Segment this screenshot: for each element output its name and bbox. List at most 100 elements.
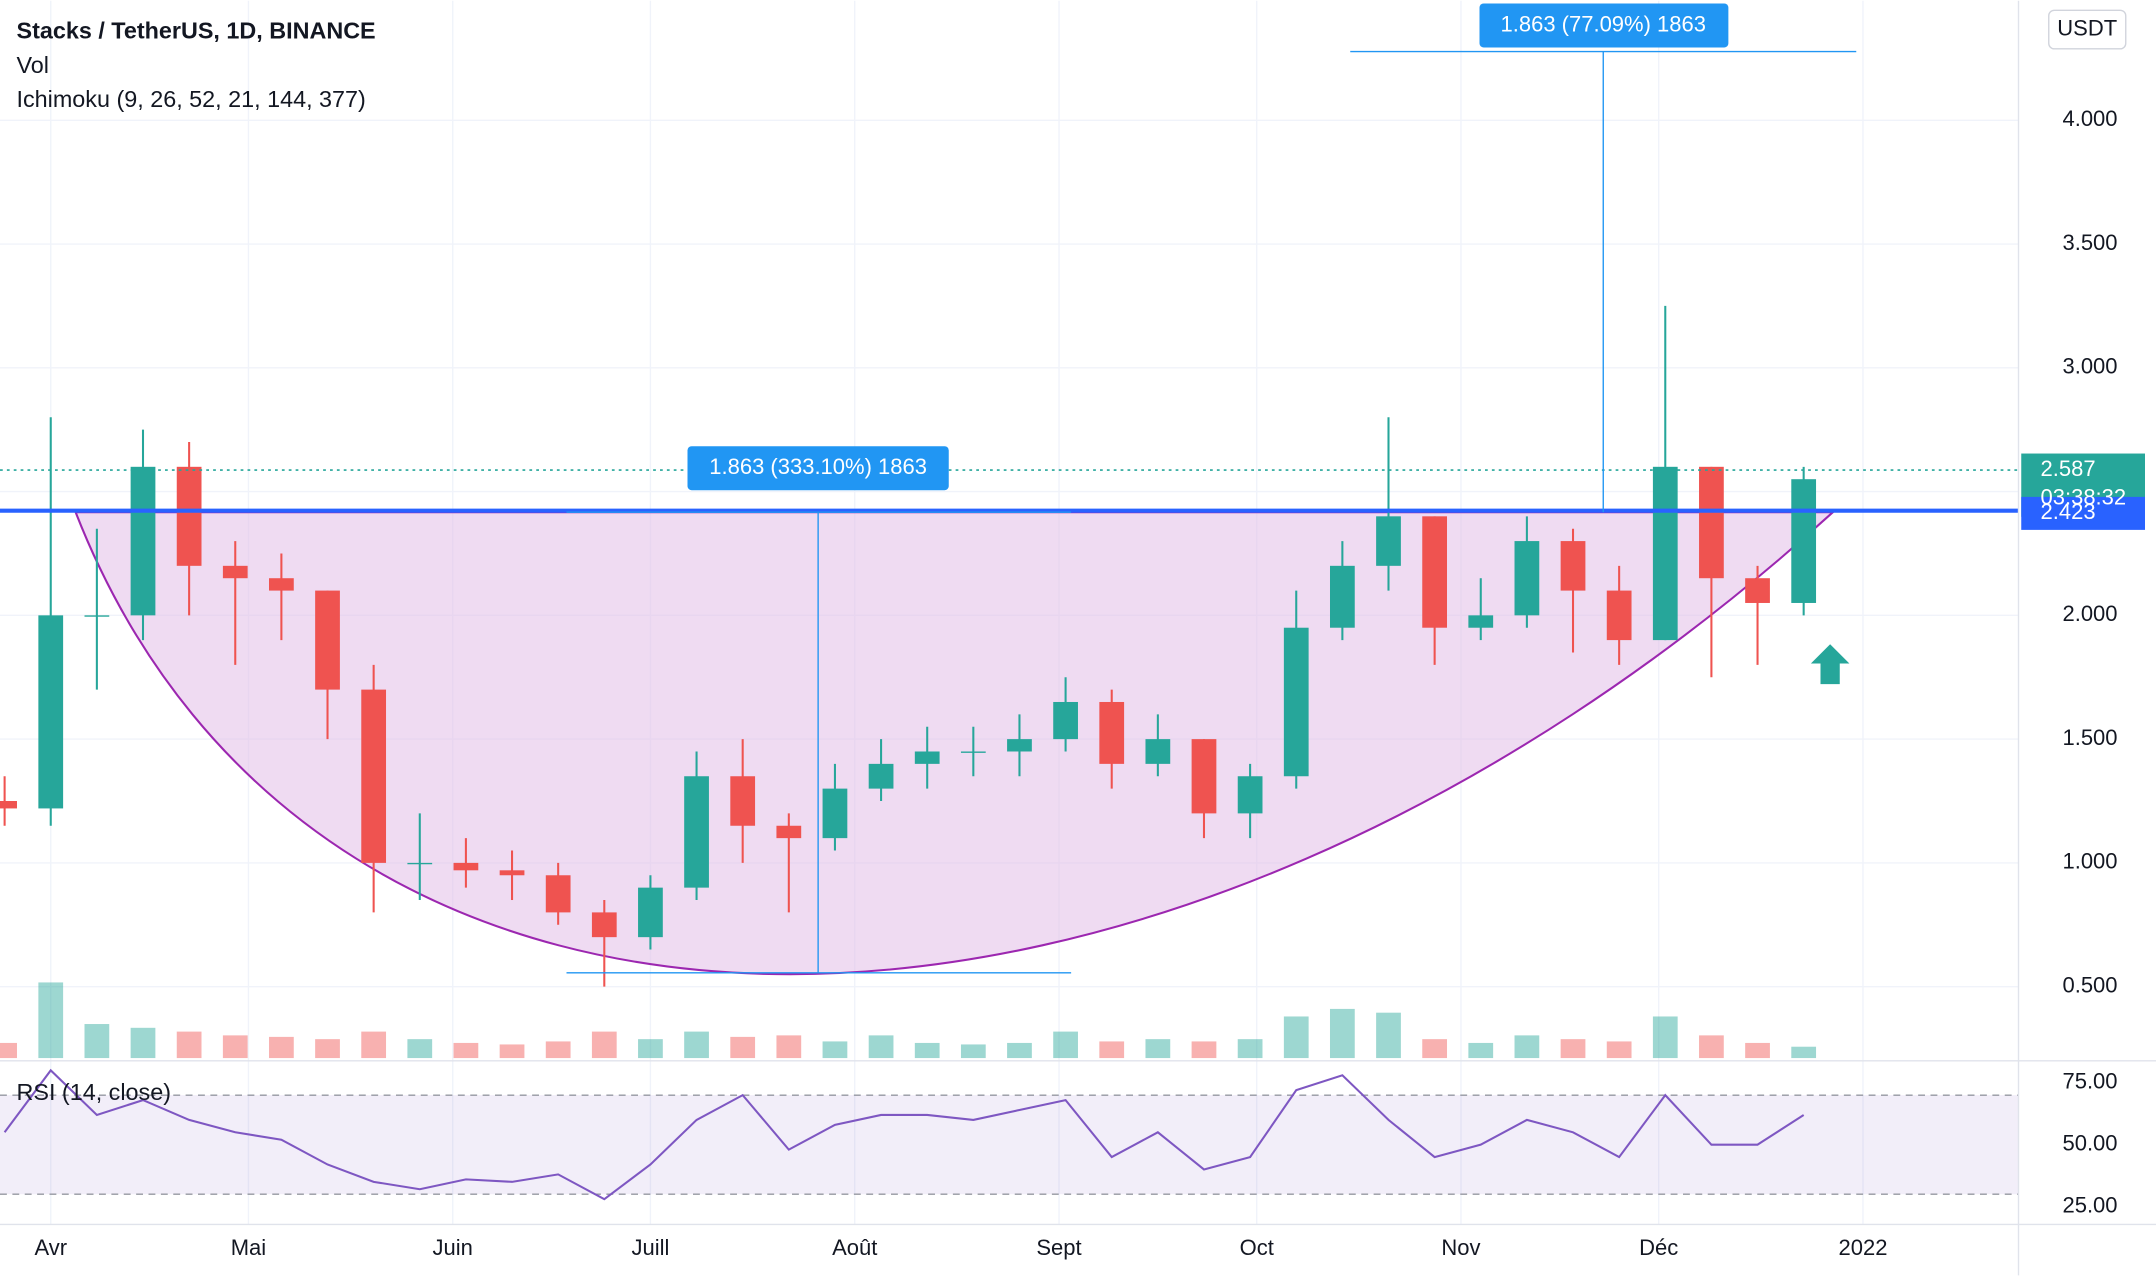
volume-bar xyxy=(1560,1039,1586,1059)
volume-bar xyxy=(407,1039,433,1059)
plot xyxy=(0,305,2019,1201)
candle-body xyxy=(407,862,433,865)
candle-body xyxy=(822,788,848,839)
candle-body xyxy=(453,862,479,871)
measure-label-bg xyxy=(687,446,949,491)
candle-body xyxy=(1514,541,1540,616)
x-tick-label: Oct xyxy=(1240,1235,1274,1260)
x-tick-label: Juin xyxy=(433,1235,473,1260)
candle-body xyxy=(730,776,756,826)
arrow-icon xyxy=(1810,644,1850,685)
candle-body xyxy=(84,615,110,617)
volume-bar xyxy=(269,1036,294,1059)
x-tick-label: Sept xyxy=(1036,1235,1081,1260)
volume-bar xyxy=(1422,1039,1448,1059)
volume-bar xyxy=(730,1036,756,1059)
candle-body xyxy=(1099,701,1125,764)
candle-body xyxy=(1422,516,1448,628)
volume-bar xyxy=(1606,1041,1632,1059)
measure-1 xyxy=(566,511,1072,974)
y-tick-label: 2.000 xyxy=(2062,601,2117,626)
candle-body xyxy=(176,466,202,566)
volume-bar xyxy=(176,1031,202,1059)
candle-body xyxy=(591,912,617,938)
x-tick-label: Nov xyxy=(1441,1235,1480,1260)
volume-bar xyxy=(361,1031,387,1059)
candle-body xyxy=(1053,701,1078,740)
volume-bar xyxy=(868,1035,894,1059)
volume-bar xyxy=(0,1042,17,1059)
candle-body xyxy=(1191,739,1217,814)
y-tick-label: 0.500 xyxy=(2062,972,2117,997)
rsi-label: RSI (14, close) xyxy=(17,1079,171,1105)
candle-body xyxy=(0,801,17,809)
y-tick-label: 1.000 xyxy=(2062,849,2117,874)
candle-body xyxy=(1652,466,1678,641)
currency[interactable]: USDT xyxy=(2057,15,2117,40)
volume-bar xyxy=(1745,1042,1770,1059)
candle-body xyxy=(1145,739,1171,764)
volume-bar xyxy=(545,1041,571,1059)
candle-body xyxy=(361,689,387,863)
measure-2 xyxy=(1350,50,1857,513)
y-tick-label: 4.000 xyxy=(2062,106,2117,131)
volume-bar xyxy=(1329,1008,1355,1059)
candle-body xyxy=(222,565,248,579)
candle-body xyxy=(1606,590,1632,641)
candle-body xyxy=(914,751,940,764)
volume-bar xyxy=(1791,1046,1817,1059)
y-tick-label: 75.00 xyxy=(2062,1069,2117,1094)
candle-body xyxy=(868,763,894,789)
volume-bar xyxy=(84,1024,110,1059)
candle-body xyxy=(1791,479,1817,603)
x-tick-label: Août xyxy=(832,1235,877,1260)
volume-bar xyxy=(914,1042,940,1059)
candle-body xyxy=(499,870,525,876)
x-tick-label: 2022 xyxy=(1839,1235,1888,1260)
candle-body xyxy=(1007,739,1032,752)
volume-bar xyxy=(591,1031,617,1059)
candle-body xyxy=(315,590,340,690)
volume-bar xyxy=(776,1035,802,1059)
volume-bar xyxy=(130,1027,156,1059)
price-label: 2.423 xyxy=(2041,499,2096,524)
volume-bar xyxy=(1099,1041,1125,1059)
indicator-label: Ichimoku (9, 26, 52, 21, 144, 377) xyxy=(17,86,366,112)
volume-bar xyxy=(638,1039,663,1059)
x-tick-label: Déc xyxy=(1639,1235,1678,1260)
symbol: Stacks / TetherUS, 1D, BINANCE xyxy=(17,17,376,43)
candle-body xyxy=(638,887,663,938)
y-tick-label: 3.000 xyxy=(2062,354,2117,379)
candle-body xyxy=(1468,615,1494,628)
candle-body xyxy=(1376,516,1401,566)
volume-bar xyxy=(960,1044,986,1059)
price-label-bg xyxy=(2021,496,2145,530)
volume-bar xyxy=(222,1035,248,1059)
measure-label: 1.863 (77.09%) 1863 xyxy=(1501,11,1707,36)
x-tick-label: Mai xyxy=(231,1235,266,1260)
volume-bar xyxy=(1191,1041,1217,1059)
currency-button[interactable] xyxy=(2048,9,2127,50)
candle-body xyxy=(960,751,986,753)
candle-body xyxy=(130,466,156,616)
volume-bar xyxy=(684,1031,709,1059)
countdown: 03:38:32 xyxy=(2041,485,2127,510)
volume-bar xyxy=(38,982,64,1059)
volume-bar xyxy=(1376,1012,1401,1059)
x-tick-label: Avr xyxy=(34,1235,67,1260)
measure-label: 1.863 (333.10%) 1863 xyxy=(709,454,927,479)
volume-bar xyxy=(1053,1031,1078,1059)
candle-body xyxy=(684,776,709,888)
vol-label: Vol xyxy=(17,52,49,78)
volume-bar xyxy=(1007,1042,1032,1059)
cup-pattern xyxy=(74,511,1836,976)
y-tick-label: 1.500 xyxy=(2062,725,2117,750)
candle-body xyxy=(1560,541,1586,591)
candle-body xyxy=(1699,466,1724,579)
y-tick-label: 50.00 xyxy=(2062,1130,2117,1155)
volume-bar xyxy=(499,1044,525,1059)
candle-body xyxy=(1329,565,1355,628)
volume-bar xyxy=(1514,1035,1540,1059)
y-tick-label: 3.500 xyxy=(2062,230,2117,255)
